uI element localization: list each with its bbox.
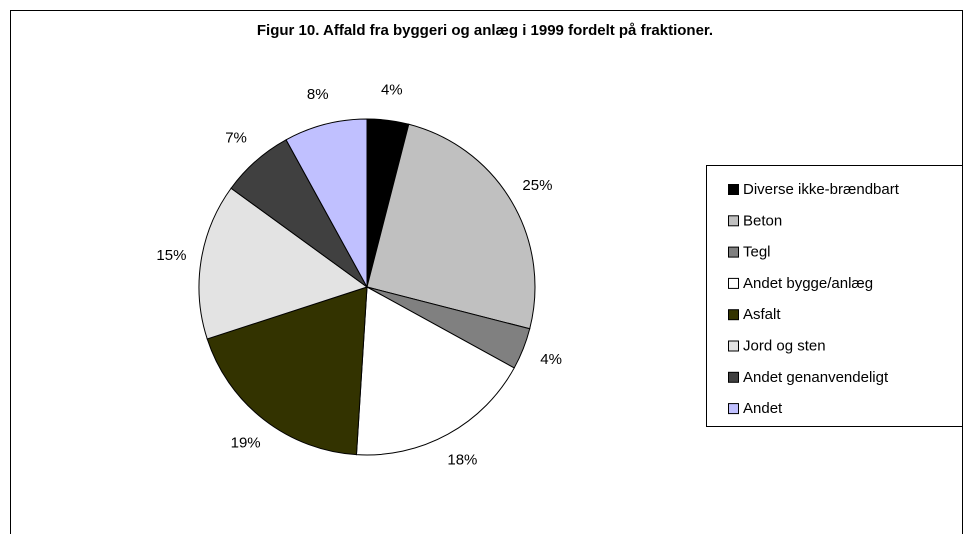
legend-label: Andet — [743, 400, 783, 417]
pie-slice — [198, 187, 369, 340]
legend-swatch — [728, 371, 739, 383]
legend-label: Andet bygge/anlæg — [743, 275, 873, 292]
data-label: 8% — [307, 86, 329, 103]
legend-box — [706, 165, 963, 427]
data-label: 15% — [156, 247, 186, 264]
pie-slice — [285, 118, 368, 288]
data-label: 25% — [522, 177, 552, 194]
legend-swatch — [728, 309, 739, 321]
legend-swatch — [728, 340, 739, 352]
pie-slice — [366, 123, 536, 330]
legend-swatch — [728, 403, 739, 415]
legend-swatch — [728, 215, 739, 227]
data-label: 4% — [540, 351, 562, 368]
data-label: 4% — [381, 82, 403, 99]
legend-label: Tegl — [743, 244, 771, 261]
legend-swatch — [728, 246, 739, 258]
legend-label: Beton — [743, 212, 782, 229]
data-label: 7% — [225, 129, 247, 146]
chart-title: Figur 10. Affald fra byggeri og anlæg i … — [257, 22, 713, 39]
pie-slice — [355, 286, 515, 456]
legend-label: Diverse ikke-brændbart — [743, 181, 900, 198]
legend-label: Jord og sten — [743, 337, 826, 354]
legend-label: Andet genanvendeligt — [743, 369, 889, 386]
pie-slice — [206, 286, 368, 456]
data-label: 18% — [447, 451, 477, 468]
legend-swatch — [728, 277, 739, 289]
legend-label: Asfalt — [743, 306, 781, 323]
legend-swatch — [728, 184, 739, 195]
data-label: 19% — [231, 434, 261, 451]
